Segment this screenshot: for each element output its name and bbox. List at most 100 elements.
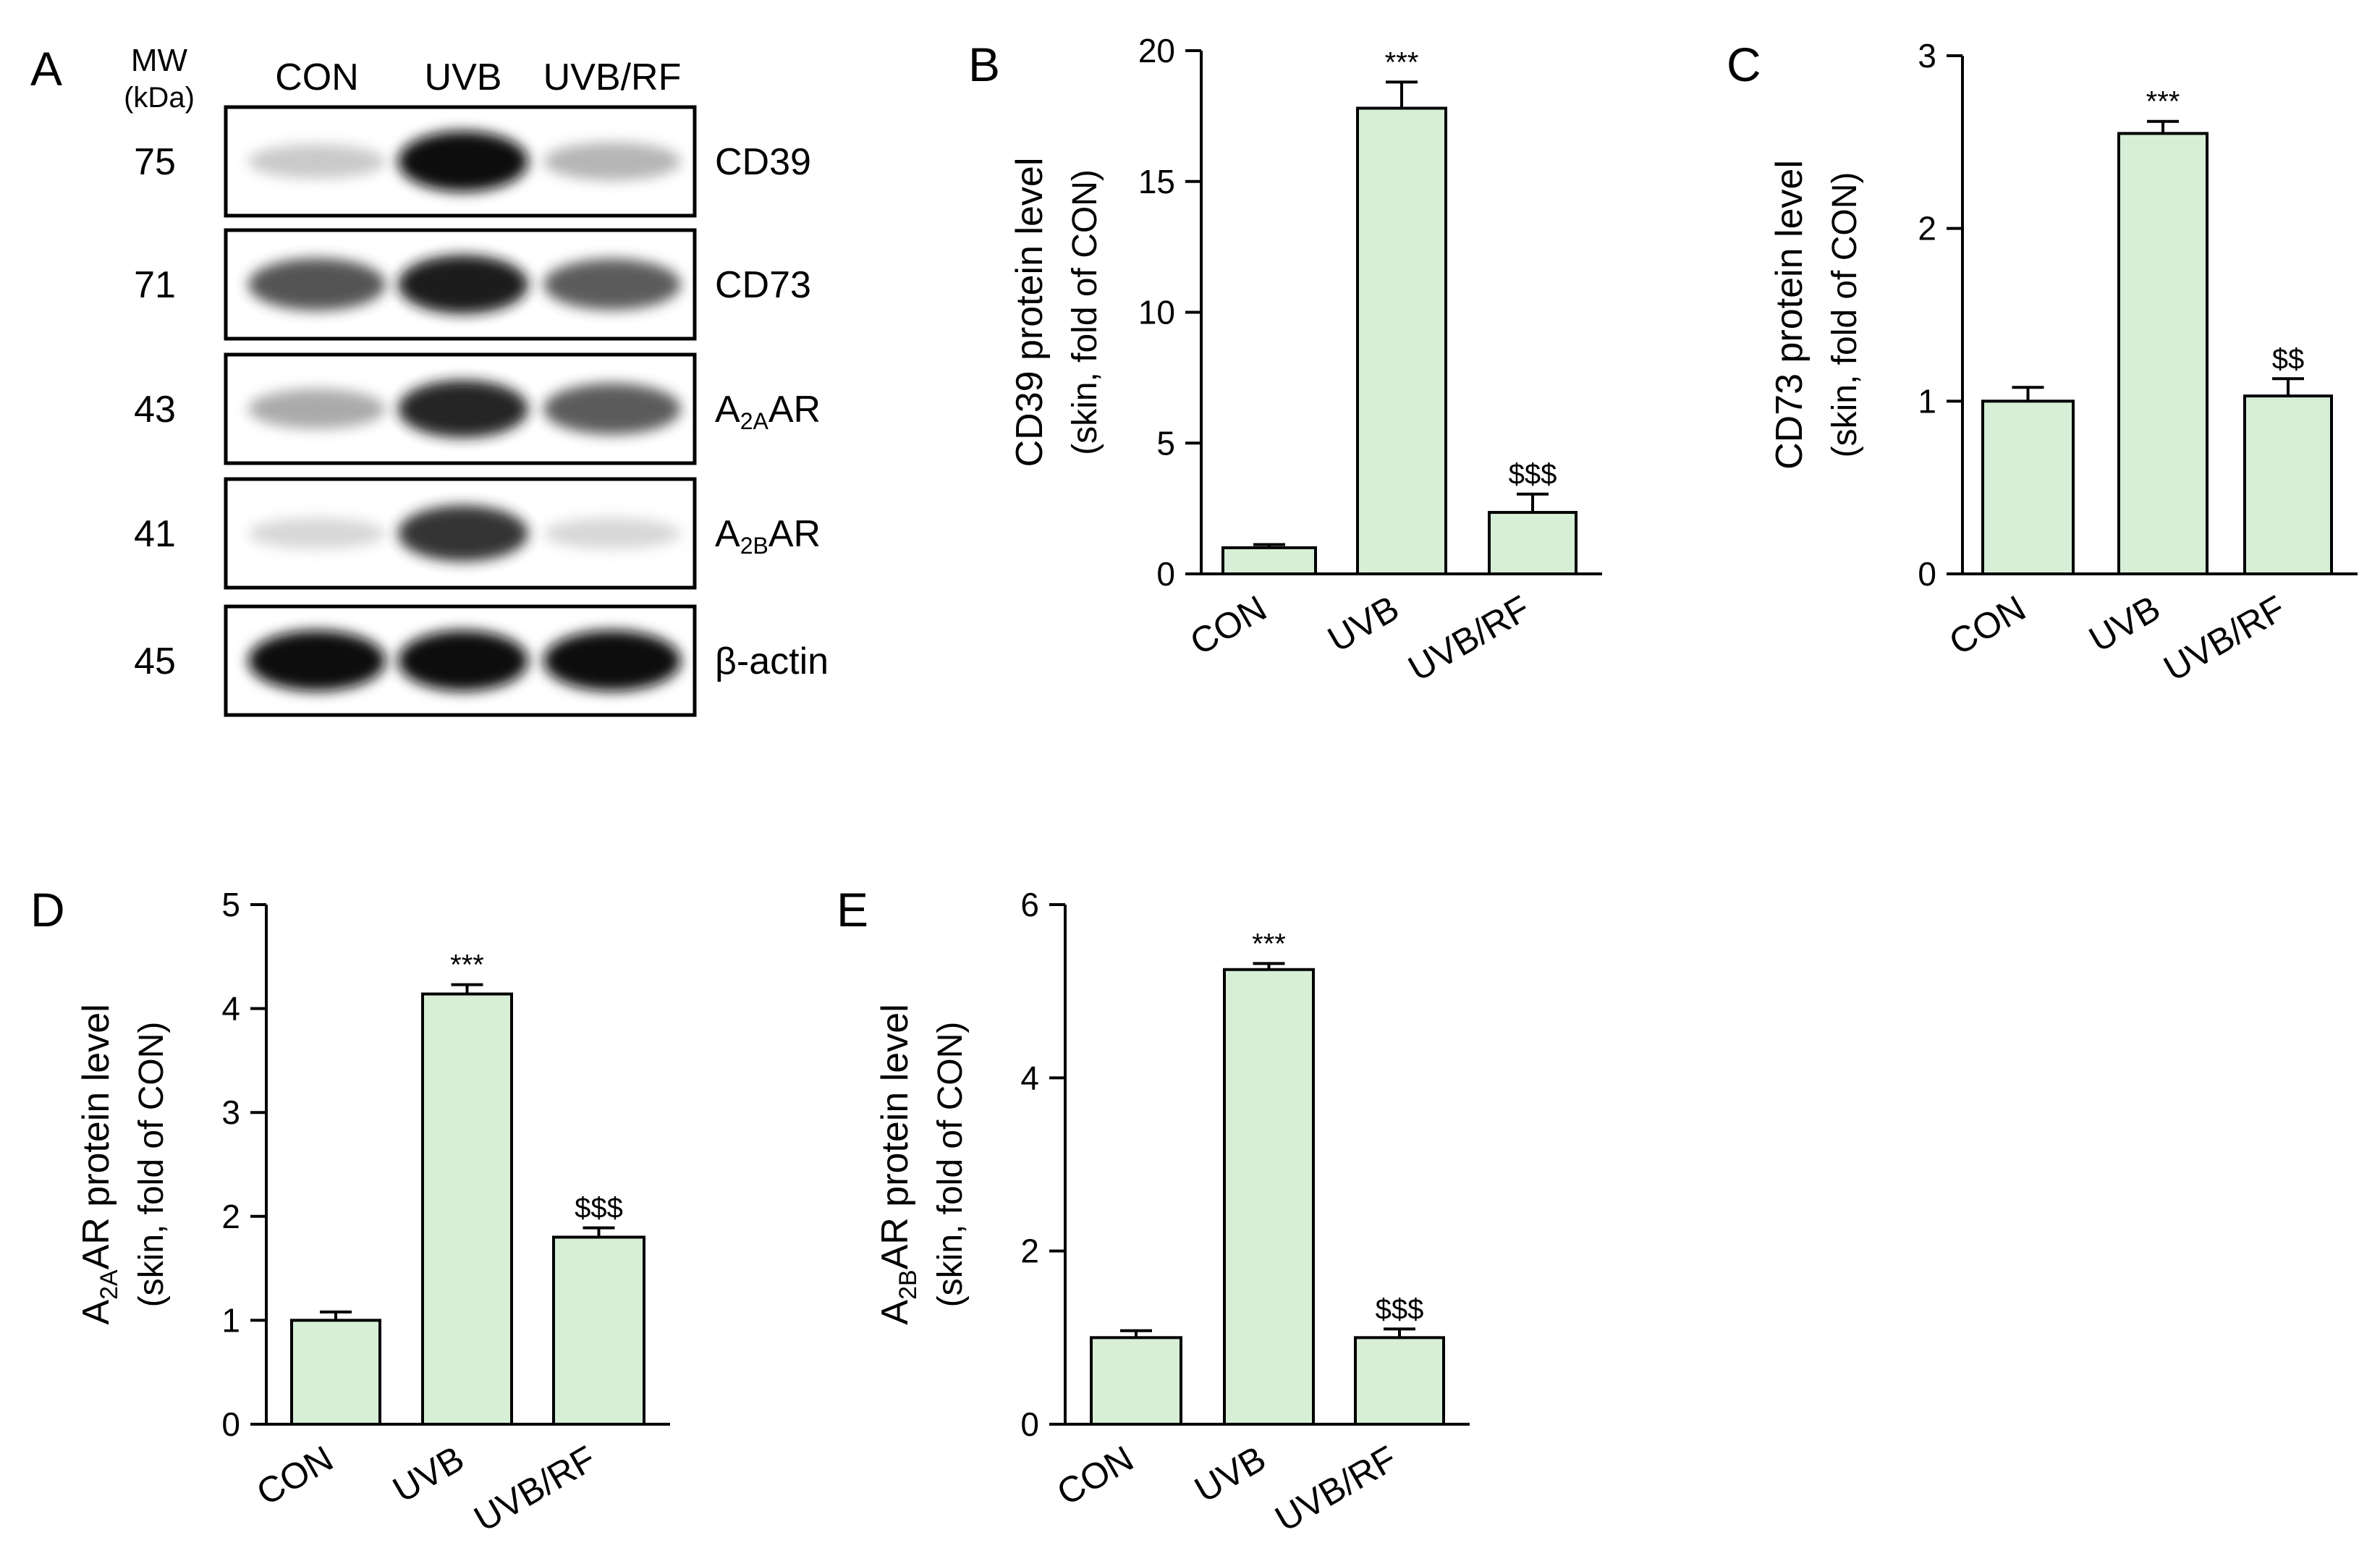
x-category-label: UVB/RF [2157, 588, 2292, 689]
protein-name: CD39 [715, 141, 811, 183]
y-tick-label: 5 [221, 886, 240, 923]
blot-band [398, 630, 528, 691]
bar [1090, 1336, 1182, 1426]
y-axis-title: CD73 protein level [1769, 160, 1811, 470]
blot-band [248, 144, 386, 179]
y-tick-label: 3 [1918, 37, 1936, 75]
blot-band [248, 389, 386, 429]
y-tick-label: 1 [221, 1301, 240, 1339]
panel-letter: D [30, 883, 65, 936]
significance-annotation: *** [1252, 928, 1286, 960]
y-tick-label: 0 [1918, 555, 1936, 593]
protein-label: A2BAR [715, 513, 821, 559]
mw-value: 71 [134, 264, 176, 306]
panel-letter-a: A [30, 42, 62, 96]
y-tick-label: 4 [221, 990, 240, 1028]
y-tick-label: 20 [1138, 32, 1175, 69]
protein-label: CD39 [715, 141, 811, 183]
bar [2243, 394, 2333, 575]
y-tick-label: 4 [1020, 1059, 1039, 1096]
panel-letter: B [968, 38, 1000, 91]
significance-annotation: *** [450, 949, 484, 981]
x-category-label: UVB/RF [1402, 588, 1537, 689]
mw-value: 75 [134, 141, 176, 183]
y-tick-label: 10 [1138, 294, 1175, 331]
y-axis-title-main: A [874, 1300, 916, 1325]
bar-chart-c: C 0 1 2 3 CON *** UVB $$ UVB/RF CD73 protein level… [1727, 37, 2358, 689]
bar [1223, 968, 1315, 1426]
y-tick-label: 6 [1020, 886, 1039, 923]
y-axis-title-main: CD73 protein level [1769, 160, 1811, 470]
y-tick-label: 3 [221, 1093, 240, 1131]
panel-letter: C [1727, 38, 1761, 91]
y-tick-label: 0 [1020, 1405, 1039, 1443]
protein-subscript: 2A [740, 408, 769, 434]
bar [290, 1319, 381, 1426]
bar [552, 1235, 645, 1426]
significance-annotation: *** [2146, 86, 2180, 118]
y-axis-title-subscript: 2B [894, 1269, 922, 1300]
x-category-label: CON [1050, 1438, 1140, 1513]
y-axis-title-main: A [75, 1300, 117, 1325]
y-axis-title-subscript: 2A [96, 1269, 123, 1300]
blot-band [398, 505, 528, 562]
mw-value: 45 [134, 640, 176, 682]
lane-label: CON [275, 56, 359, 98]
y-axis-subtitle: (skin, fold of CON) [1066, 169, 1104, 455]
y-tick-label: 15 [1138, 163, 1175, 200]
y-tick-label: 2 [1020, 1232, 1039, 1270]
y-axis-subtitle: (skin, fold of CON) [931, 1022, 970, 1308]
protein-name: A [715, 389, 740, 431]
bar [421, 992, 513, 1426]
y-tick-label: 0 [1156, 555, 1175, 593]
x-category-label: UVB/RF [1269, 1438, 1404, 1539]
lane-label: UVB/RF [543, 56, 682, 98]
protein-label: β-actin [715, 640, 829, 682]
protein-label: A2AAR [715, 389, 821, 434]
mw-value: 41 [134, 513, 176, 555]
lane-labels: CON UVB UVB/RF [275, 56, 681, 98]
y-axis-subtitle: (skin, fold of CON) [1826, 172, 1864, 458]
bar-chart-d: D 0 1 2 3 4 5 CON *** UVB $$$ UVB/RF A2AAR protein l… [30, 883, 670, 1539]
x-category-label: CON [1942, 588, 2032, 663]
panel-letter: E [837, 883, 868, 936]
x-category-label: UVB [386, 1438, 470, 1510]
bar [2117, 132, 2209, 575]
significance-annotation: $$$ [575, 1193, 623, 1224]
bar [1981, 399, 2075, 575]
significance-annotation: $$ [2272, 343, 2305, 375]
blot-band [543, 258, 681, 310]
blot-band [543, 630, 681, 691]
mw-value: 43 [134, 389, 176, 431]
blot-band [398, 131, 528, 192]
bar [1488, 511, 1578, 575]
blot-strip: 75 CD39 [134, 105, 811, 218]
blot-band [248, 258, 386, 311]
significance-annotation: $$$ [1509, 459, 1557, 491]
x-category-label: UVB/RF [467, 1438, 603, 1539]
protein-label: CD73 [715, 264, 811, 306]
x-category-label: CON [1183, 588, 1273, 663]
y-tick-label: 5 [1156, 424, 1175, 462]
blot-strip: 45 β-actin [134, 604, 829, 717]
y-axis-title: CD39 protein level [1009, 158, 1051, 468]
y-tick-label: 2 [221, 1198, 240, 1235]
y-axis-title: A2AAR protein level [75, 1004, 123, 1324]
kda-label: (kDa) [124, 82, 195, 114]
protein-name: β-actin [715, 640, 829, 682]
protein-subscript: 2B [740, 533, 768, 559]
protein-name-suffix: AR [768, 513, 821, 555]
bar [1356, 106, 1447, 575]
blot-band [248, 517, 386, 549]
x-category-label: UVB [1187, 1438, 1272, 1510]
blot-band [543, 383, 681, 435]
significance-annotation: *** [1385, 46, 1419, 78]
bar [1221, 546, 1317, 575]
y-tick-label: 2 [1918, 210, 1936, 248]
bar [1354, 1336, 1445, 1426]
y-tick-label: 1 [1918, 382, 1936, 420]
protein-name: A [715, 513, 740, 555]
